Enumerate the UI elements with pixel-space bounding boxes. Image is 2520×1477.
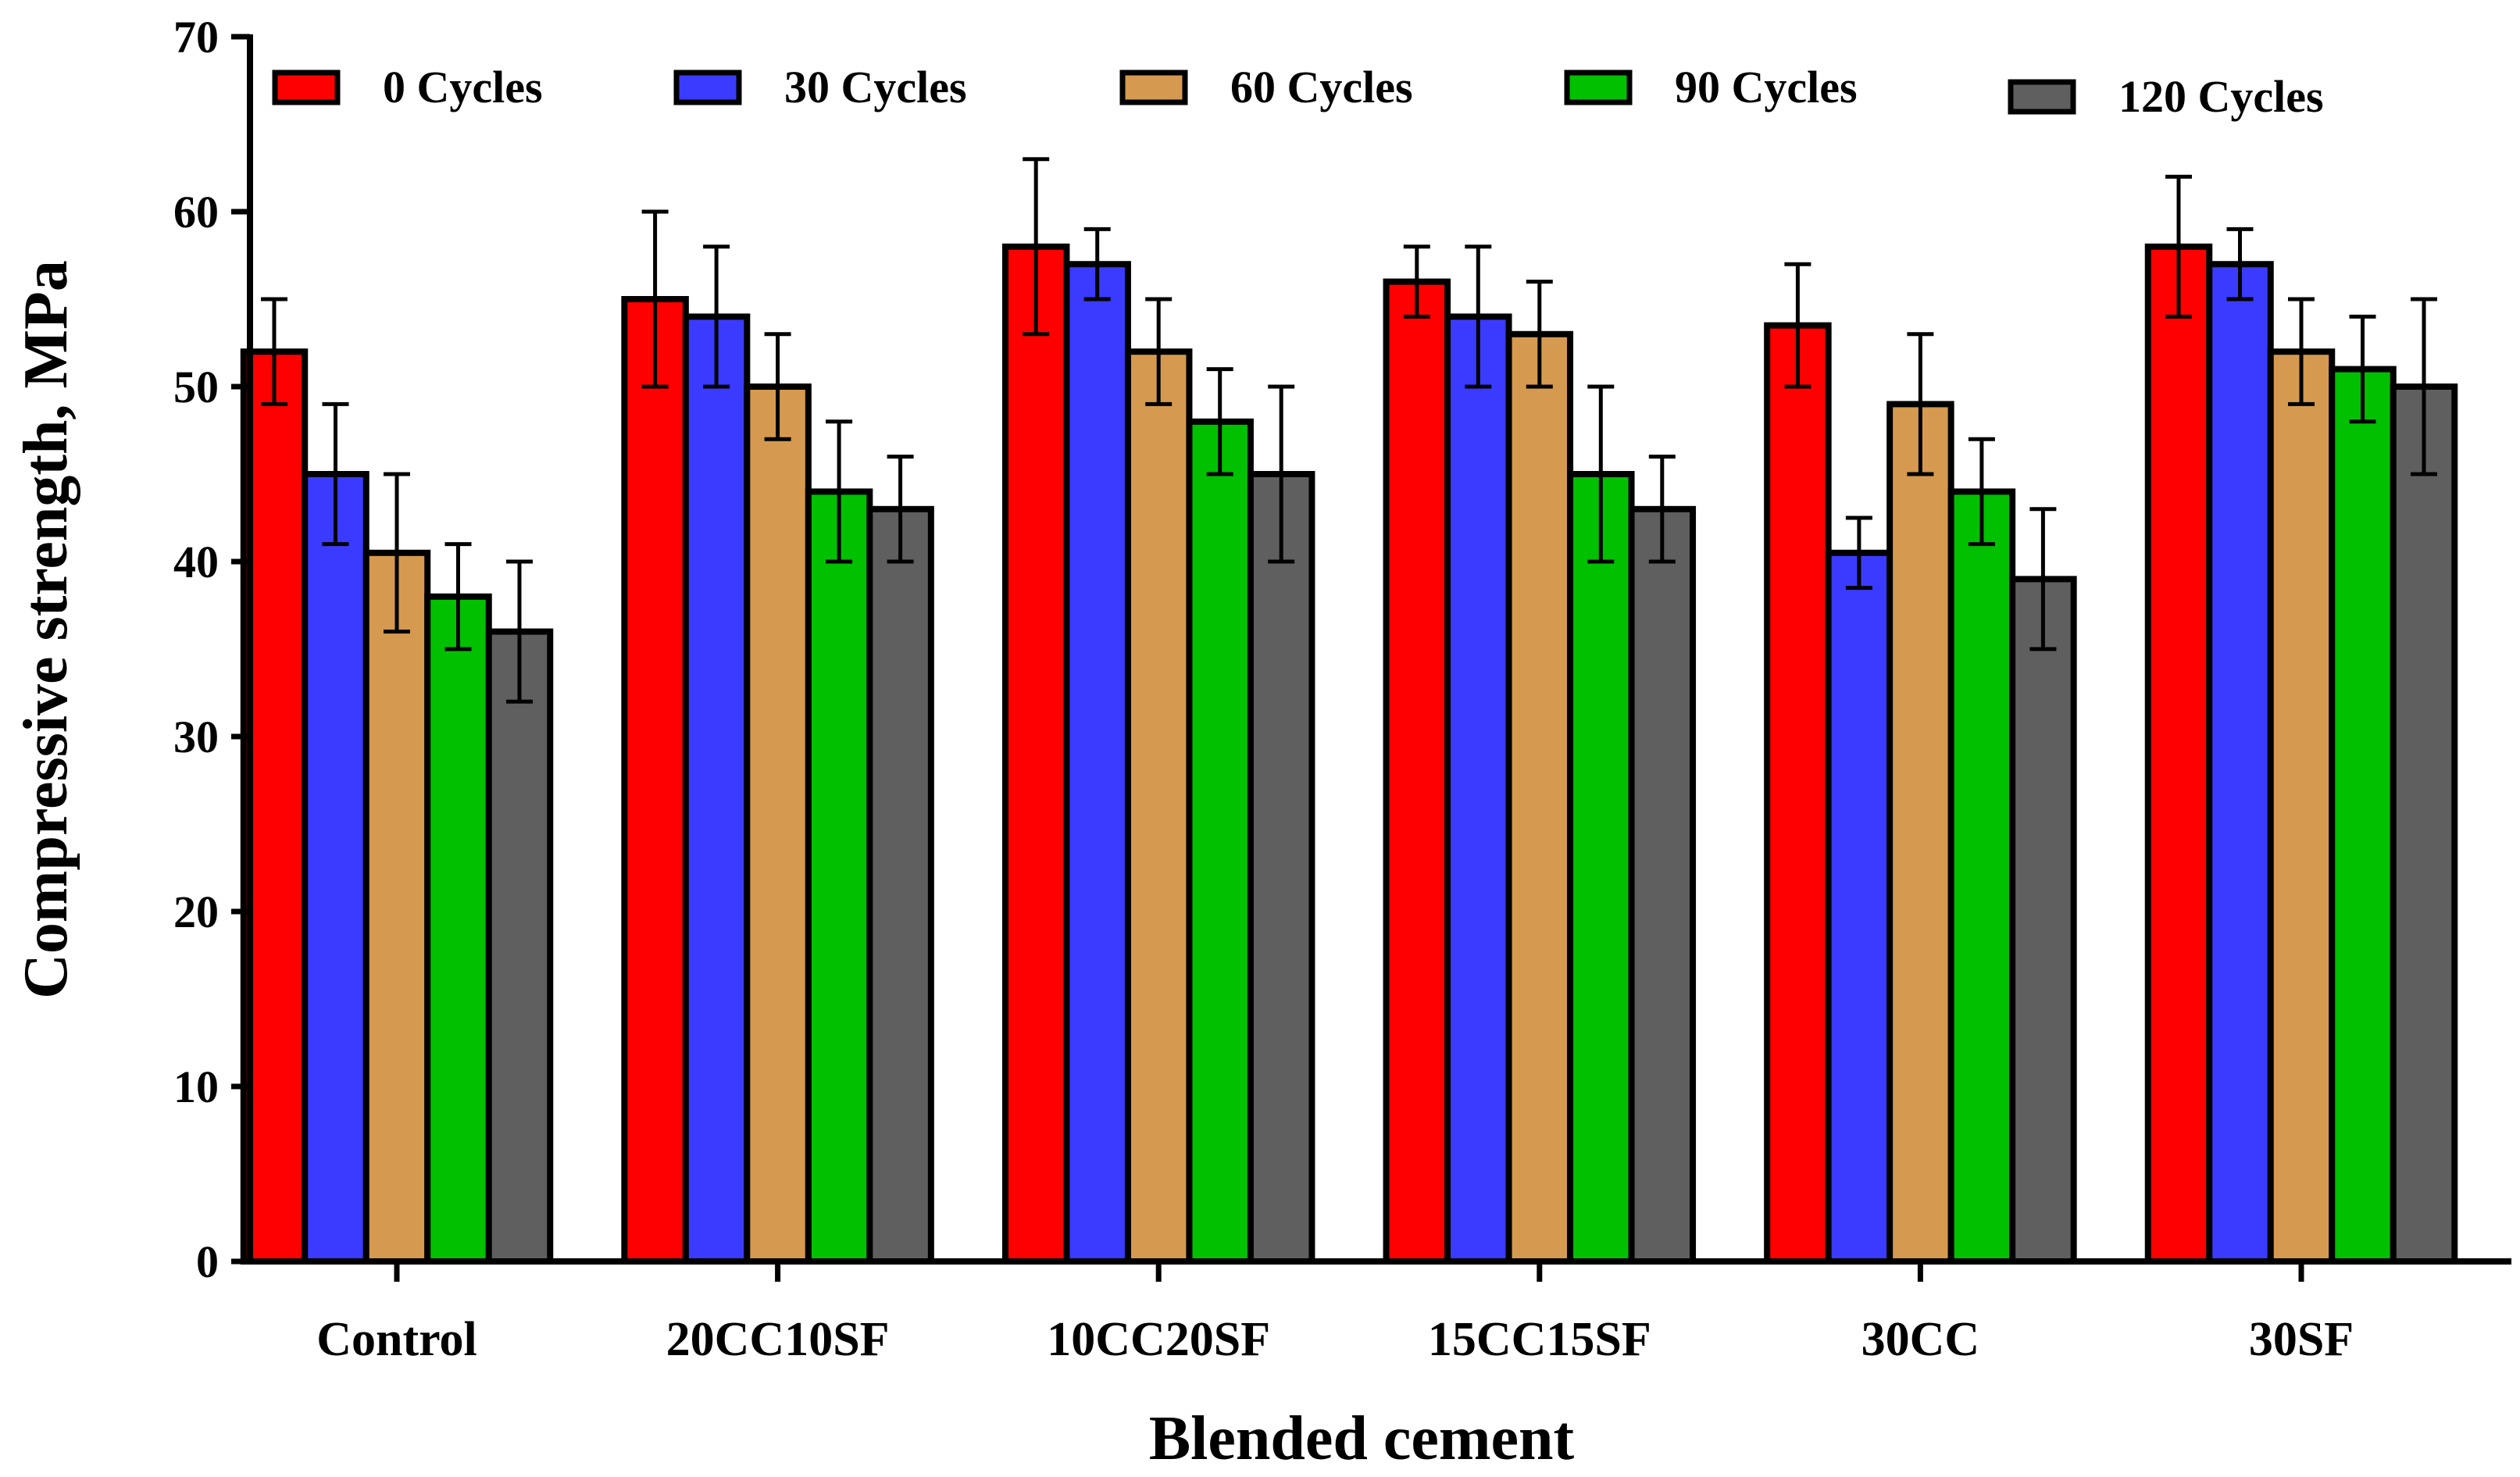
bar [1444,313,1512,1265]
legend-swatch [1119,70,1188,105]
legend-swatch [673,70,742,105]
error-bar [641,209,669,389]
error-bar [764,332,791,441]
error-bar [887,455,914,564]
error-bar [2411,297,2437,476]
x-tick-label: 20CC10SF [666,1313,890,1366]
y-tick-label: 30 [173,712,219,762]
legend: 0 Cycles 30 Cycles 60 Cycles 90 Cycles 120 C… [272,62,2324,122]
y-tick-label: 70 [173,12,219,62]
bar [1383,278,1451,1265]
x-tick-label: 10CC20SF [1047,1313,1270,1366]
legend-item: 60 Cycles [1119,62,1413,112]
error-bar [1968,437,1995,547]
y-tick-label: 0 [196,1236,219,1287]
bar [2144,243,2213,1265]
error-bar [384,472,410,634]
error-bar [1206,367,1233,476]
x-tick-label: 30CC [1861,1313,1980,1366]
legend-swatch [1564,70,1633,105]
legend-label: 60 Cycles [1230,62,1413,112]
x-tick-label: 30SF [2249,1313,2354,1366]
error-bar [1083,227,1111,301]
error-bar [1587,384,1615,564]
bar [1001,243,1070,1265]
error-bar [1845,516,1872,590]
bar [1505,330,1574,1265]
bar [2267,348,2336,1265]
legend-label: 0 Cycles [383,62,543,112]
bar-series-group [240,243,2458,1265]
bar [2390,384,2458,1265]
bar [1825,549,1894,1265]
legend-label: 30 Cycles [784,62,967,112]
legend-item: 0 Cycles [272,62,543,112]
error-bar-group [261,157,2437,704]
y-tick-label: 60 [173,187,219,237]
bar [866,505,934,1265]
error-bar [261,297,287,406]
error-bar [2029,507,2057,651]
y-tick-label: 40 [173,537,219,587]
bar [1124,348,1193,1265]
y-axis: 0 10 20 30 40 50 60 70 [173,12,253,1287]
error-bar [2349,314,2376,424]
x-axis-title: Blended cement [1149,1404,1575,1473]
error-bar [703,244,730,389]
bar [1947,488,2016,1265]
legend-label: 90 Cycles [1675,62,1858,112]
legend-item: 90 Cycles [1564,62,1858,112]
x-tick-label: 15CC15SF [1428,1313,1651,1366]
bar [1186,418,1254,1265]
error-bar [1465,244,1492,389]
bar [1764,322,1832,1265]
error-bar [1526,280,1553,389]
error-bar [1023,157,1050,337]
bar [424,593,492,1265]
bar [621,296,689,1265]
error-bar [322,401,349,547]
error-bar [2226,227,2254,301]
legend-item: 120 Cycles [2008,71,2324,122]
bar [805,488,873,1265]
legend-swatch [272,70,341,105]
bar [744,384,812,1265]
error-bar [1784,262,1811,389]
bar [682,313,751,1265]
x-axis: Control 20CC10SF 10CC20SF 15CC15SF 30CC 30SF [247,1258,2511,1366]
y-tick-label: 20 [173,887,219,937]
bar [302,471,369,1265]
y-axis-title: Compressive strength, MPa [12,260,80,999]
bar [1567,471,1635,1265]
bar [1628,505,1697,1265]
bar [362,549,431,1265]
error-bar [826,419,853,564]
y-tick-label: 10 [173,1061,219,1112]
bar [1886,401,1954,1265]
error-bar [2288,297,2315,406]
bar [2206,261,2274,1265]
bar [2009,576,2077,1265]
legend-label: 120 Cycles [2118,71,2324,122]
error-bar [1145,297,1173,406]
error-bar [1648,455,1676,564]
bar [1247,471,1315,1265]
error-bar [1907,332,1934,476]
error-bar [1403,244,1430,319]
legend-swatch [2008,79,2076,115]
error-bar [1268,384,1295,564]
series-120-cycles [485,384,2458,1265]
bar [2329,366,2397,1265]
x-tick-label: Control [316,1313,477,1366]
legend-item: 30 Cycles [673,62,967,112]
bar [485,628,554,1265]
bar [1063,261,1131,1265]
error-bar [2165,174,2192,319]
error-bar [506,559,533,704]
error-bar [444,542,472,651]
y-tick-label: 50 [173,362,219,412]
